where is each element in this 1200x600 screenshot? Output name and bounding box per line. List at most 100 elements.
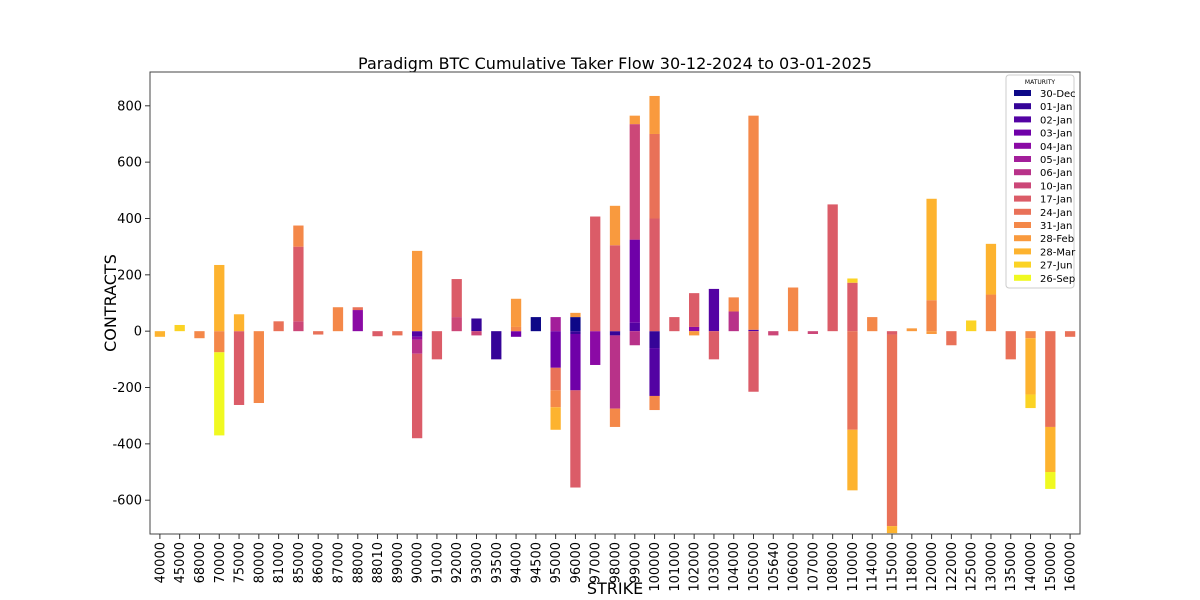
bar-99000-02-jan bbox=[629, 322, 640, 332]
legend-label-28-feb: 28-Feb bbox=[1040, 234, 1074, 245]
bar-88000-04-jan bbox=[352, 310, 363, 332]
x-tick-label-81000: 81000 bbox=[272, 542, 287, 583]
legend-swatch-02-jan bbox=[1014, 116, 1031, 123]
x-tick-label-45000: 45000 bbox=[173, 542, 188, 583]
bar-115000-17-jan bbox=[886, 331, 898, 335]
bar-160000-24-jan bbox=[1064, 331, 1076, 337]
bar-115000-28-mar bbox=[886, 526, 898, 534]
legend-swatch-31-jan bbox=[1014, 222, 1031, 228]
x-tick-label-125000: 125000 bbox=[965, 542, 980, 592]
bar-88010-17-jan bbox=[372, 331, 383, 337]
bar-106000-31-jan bbox=[787, 287, 799, 332]
x-tick-label-86000: 86000 bbox=[312, 542, 327, 583]
x-tick-label-94000: 94000 bbox=[510, 542, 525, 583]
bar-95000-28-mar bbox=[550, 407, 561, 430]
bar-100000-17-jan bbox=[649, 218, 660, 332]
x-tick-label-101000: 101000 bbox=[668, 542, 683, 592]
bar-120000-31-jan bbox=[926, 300, 937, 332]
bar-105000-02-jan bbox=[748, 329, 759, 332]
bar-96000-01-jan bbox=[570, 331, 581, 334]
x-tick-label-104000: 104000 bbox=[727, 542, 742, 592]
y-tick-label: 400 bbox=[117, 212, 142, 227]
bar-90000-06-jan bbox=[411, 339, 423, 354]
bar-92000-10-jan bbox=[451, 317, 462, 332]
bar-81000-24-jan bbox=[273, 321, 284, 332]
bar-70000-28-mar bbox=[214, 264, 225, 332]
x-tick-label-118000: 118000 bbox=[905, 542, 920, 592]
bar-93000-10-jan bbox=[471, 331, 482, 336]
legend-label-05-jan: 05-Jan bbox=[1040, 155, 1072, 166]
legend-label-17-jan: 17-Jan bbox=[1040, 195, 1072, 206]
legend-swatch-28-feb bbox=[1014, 235, 1031, 242]
bar-92000-17-jan bbox=[451, 279, 462, 318]
x-tick-label-88000: 88000 bbox=[351, 542, 366, 583]
x-tick-label-90000: 90000 bbox=[411, 542, 426, 583]
x-tick-label-91000: 91000 bbox=[430, 542, 445, 583]
bar-100000-24-jan bbox=[649, 133, 660, 219]
bar-115000-24-jan bbox=[886, 334, 898, 527]
bar-98000-06-jan bbox=[609, 335, 621, 409]
bar-104000-31-jan bbox=[728, 297, 739, 312]
legend-swatch-27-jun bbox=[1014, 261, 1031, 268]
legend-title: MATURITY bbox=[1025, 79, 1055, 86]
bar-103000-17-jan bbox=[708, 331, 720, 360]
x-tick-label-96000: 96000 bbox=[569, 542, 584, 583]
x-tick-label-102000: 102000 bbox=[688, 542, 703, 592]
bar-102000-17-jan bbox=[689, 293, 700, 327]
x-tick-label-105640: 105640 bbox=[767, 542, 782, 592]
legend-swatch-10-jan bbox=[1014, 182, 1031, 189]
bar-102000-28-feb bbox=[689, 331, 700, 336]
legend-swatch-01-jan bbox=[1014, 103, 1031, 110]
bar-90000-04-jan bbox=[411, 336, 423, 340]
bar-110000-24-jan bbox=[847, 331, 858, 430]
legend-label-27-jun: 27-Jun bbox=[1040, 261, 1073, 272]
x-axis-ticks: 40000 45000 68000 70000 75000 80000 81000 85000… bbox=[153, 534, 1079, 592]
x-tick-label-110000: 110000 bbox=[846, 542, 861, 592]
bar-105000-31-jan bbox=[748, 115, 759, 330]
bar-70000-31-jan bbox=[214, 331, 225, 353]
bar-68000-31-jan bbox=[194, 331, 205, 339]
bar-98000-17-jan bbox=[609, 245, 621, 332]
x-tick-label-97000: 97000 bbox=[589, 542, 604, 583]
x-tick-label-87000: 87000 bbox=[331, 542, 346, 583]
y-tick-label: -200 bbox=[112, 381, 142, 396]
legend-label-03-jan: 03-Jan bbox=[1040, 129, 1072, 140]
bar-85000-31-jan bbox=[293, 225, 304, 247]
bar-100000-01-jan bbox=[649, 331, 660, 349]
bar-98000-31-jan bbox=[609, 408, 621, 427]
bar-150000-26-sep bbox=[1045, 472, 1056, 489]
bar-101000-17-jan bbox=[669, 317, 680, 332]
bar-95000-31-jan bbox=[550, 390, 561, 408]
bar-150000-28-mar bbox=[1045, 426, 1056, 473]
x-tick-label-105000: 105000 bbox=[747, 542, 762, 592]
legend-swatch-24-jan bbox=[1014, 208, 1031, 215]
x-tick-label-89000: 89000 bbox=[391, 542, 406, 583]
bar-99000-28-feb bbox=[629, 115, 640, 125]
bar-103000-02-jan bbox=[708, 288, 720, 332]
bar-94000-03-jan bbox=[510, 331, 522, 337]
bar-118000-28-feb bbox=[906, 328, 917, 332]
bar-87000-31-jan bbox=[332, 307, 344, 332]
bar-104000-06-jan bbox=[728, 311, 739, 332]
x-tick-label-93000: 93000 bbox=[470, 542, 485, 583]
bar-140000-31-jan bbox=[1025, 331, 1036, 339]
bar-90000-02-jan bbox=[411, 331, 423, 337]
y-tick-label: 200 bbox=[117, 268, 142, 283]
bar-95000-24-jan bbox=[550, 367, 561, 391]
bar-70000-26-sep bbox=[214, 352, 225, 436]
bar-94000-28-feb bbox=[510, 298, 522, 327]
bar-94500-30-dec bbox=[530, 317, 541, 332]
bar-110000-27-jun bbox=[847, 278, 858, 283]
bar-75000-17-jan bbox=[233, 331, 245, 405]
y-tick-label: 800 bbox=[117, 99, 142, 114]
bar-105640-10-jan bbox=[768, 331, 779, 336]
legend-swatch-30-dec bbox=[1014, 90, 1031, 96]
bar-140000-28-mar bbox=[1025, 338, 1036, 395]
legend-label-04-jan: 04-Jan bbox=[1040, 142, 1072, 153]
bar-90000-17-jan bbox=[411, 353, 423, 439]
y-tick-label: 600 bbox=[117, 156, 142, 171]
bar-98000-28-feb bbox=[609, 205, 621, 246]
bar-96000-17-jan bbox=[570, 390, 581, 488]
bar-120000-28-mar bbox=[926, 198, 937, 301]
bar-122000-24-jan bbox=[946, 331, 957, 346]
